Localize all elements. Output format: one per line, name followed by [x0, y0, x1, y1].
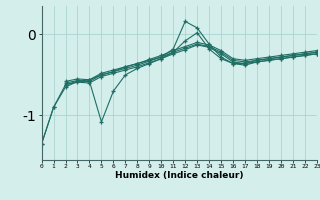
X-axis label: Humidex (Indice chaleur): Humidex (Indice chaleur)	[115, 171, 244, 180]
